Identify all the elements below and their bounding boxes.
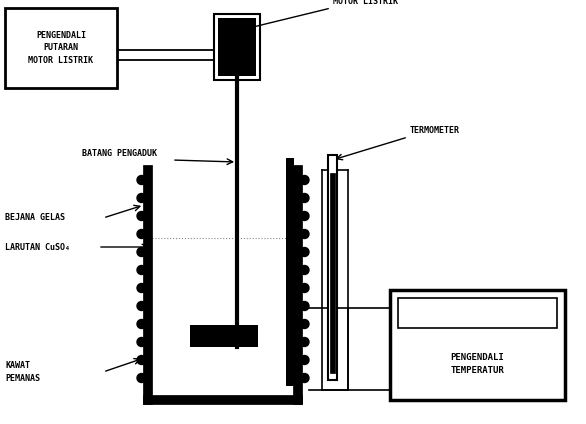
- Circle shape: [300, 212, 309, 220]
- Circle shape: [300, 229, 309, 238]
- Circle shape: [137, 301, 146, 310]
- Circle shape: [300, 265, 309, 274]
- Circle shape: [300, 193, 309, 203]
- Bar: [328, 155, 337, 380]
- Bar: [390, 290, 565, 400]
- Bar: [330, 173, 335, 373]
- Text: PENGENDALI
TEMPERATUR: PENGENDALI TEMPERATUR: [451, 353, 505, 375]
- Circle shape: [137, 320, 146, 329]
- Circle shape: [137, 355, 146, 365]
- Circle shape: [137, 212, 146, 220]
- Circle shape: [137, 248, 146, 257]
- Bar: [5, 8, 117, 88]
- Circle shape: [300, 338, 309, 346]
- Circle shape: [300, 320, 309, 329]
- Text: PENGENDALI
PUTARAN
MOTOR LISTRIK: PENGENDALI PUTARAN MOTOR LISTRIK: [29, 31, 94, 65]
- Circle shape: [137, 193, 146, 203]
- Text: MOTOR LISTRIK: MOTOR LISTRIK: [333, 0, 398, 6]
- Text: BEJANA GELAS: BEJANA GELAS: [5, 214, 65, 223]
- Circle shape: [300, 355, 309, 365]
- Circle shape: [137, 265, 146, 274]
- Circle shape: [300, 301, 309, 310]
- Circle shape: [137, 176, 146, 184]
- Circle shape: [137, 284, 146, 293]
- Bar: [218, 18, 256, 76]
- Circle shape: [300, 248, 309, 257]
- Text: KAWAT
PEMANAS: KAWAT PEMANAS: [5, 361, 40, 383]
- Bar: [398, 298, 557, 328]
- Circle shape: [300, 374, 309, 382]
- Bar: [190, 325, 258, 347]
- Circle shape: [137, 338, 146, 346]
- Bar: [286, 158, 294, 386]
- Circle shape: [137, 374, 146, 382]
- Text: LARUTAN CuSO₄: LARUTAN CuSO₄: [5, 243, 70, 251]
- Circle shape: [137, 229, 146, 238]
- Bar: [214, 14, 260, 80]
- Circle shape: [300, 284, 309, 293]
- Circle shape: [300, 176, 309, 184]
- Text: BATANG PENGADUK: BATANG PENGADUK: [82, 149, 157, 158]
- Text: TERMOMETER: TERMOMETER: [410, 126, 460, 135]
